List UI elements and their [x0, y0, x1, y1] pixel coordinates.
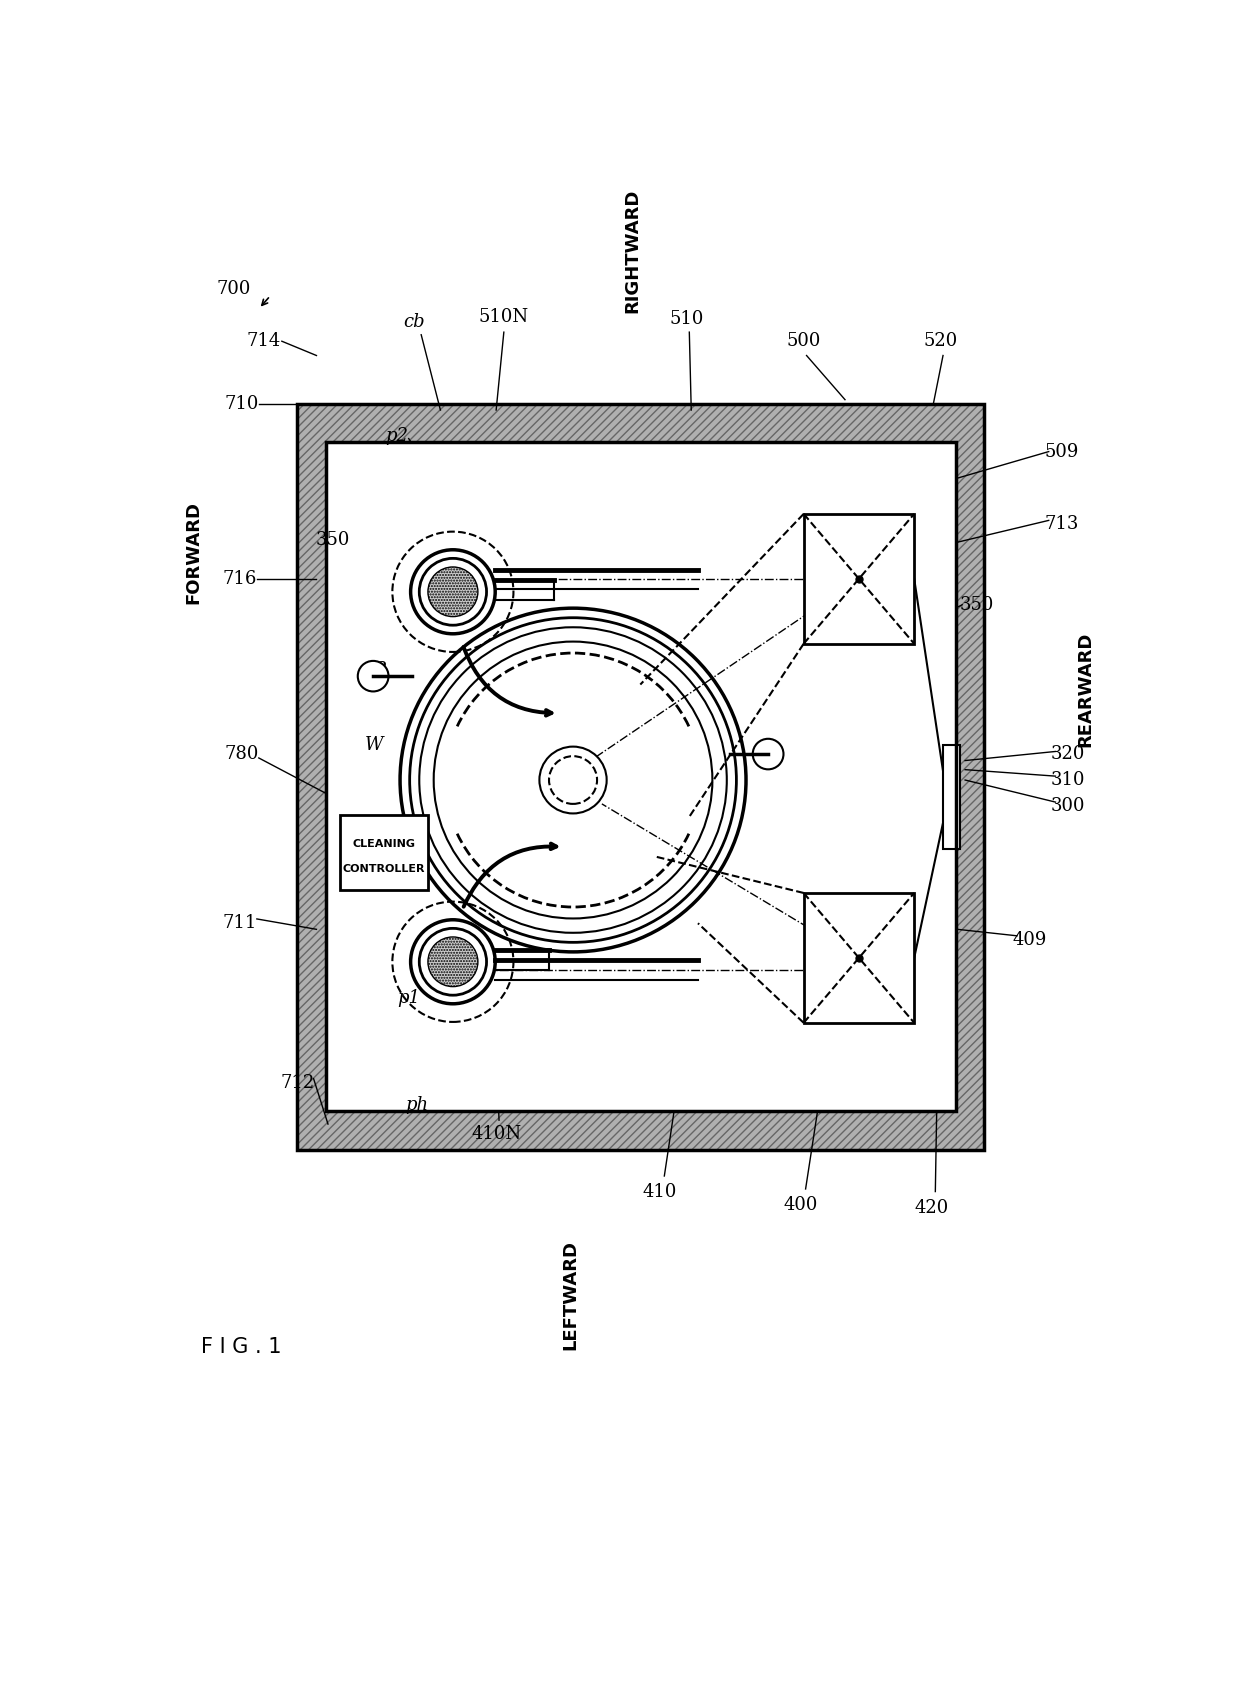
Text: p2: p2 [386, 427, 409, 445]
Text: CONTROLLER: CONTROLLER [342, 865, 425, 875]
Bar [956, 403, 985, 1150]
Circle shape [409, 617, 737, 942]
Text: CLEANING: CLEANING [352, 838, 415, 848]
Circle shape [410, 550, 495, 634]
Text: W: W [365, 737, 383, 754]
Text: cb: cb [404, 314, 425, 330]
Bar [298, 403, 326, 1150]
Text: 410: 410 [642, 1182, 677, 1200]
Bar [942, 745, 960, 848]
Circle shape [401, 609, 746, 953]
Text: p1: p1 [397, 990, 420, 1007]
Circle shape [410, 921, 495, 1003]
Text: 710: 710 [224, 395, 259, 413]
Text: RIGHTWARD: RIGHTWARD [624, 189, 641, 312]
Text: 350: 350 [582, 826, 616, 845]
Text: 409: 409 [1012, 931, 1047, 949]
Text: a2: a2 [365, 661, 387, 679]
Text: 310: 310 [1050, 771, 1085, 789]
Text: REARWARD: REARWARD [1076, 632, 1094, 747]
Circle shape [419, 929, 486, 995]
Text: 711: 711 [222, 914, 257, 932]
Circle shape [539, 747, 606, 813]
Text: 700: 700 [217, 280, 250, 298]
Bar [298, 403, 985, 1150]
Bar [326, 442, 956, 1111]
Text: 713: 713 [1044, 516, 1079, 533]
Circle shape [428, 937, 477, 986]
Circle shape [434, 642, 712, 919]
Text: LEFTWARD: LEFTWARD [562, 1241, 579, 1350]
Circle shape [419, 627, 727, 932]
Text: 350: 350 [960, 595, 993, 614]
Text: 200: 200 [513, 759, 551, 776]
Circle shape [358, 661, 388, 691]
Text: 300: 300 [1050, 797, 1085, 814]
Circle shape [753, 738, 784, 769]
Text: 320: 320 [1050, 745, 1085, 764]
Text: 410N: 410N [471, 1126, 521, 1143]
Bar [298, 1111, 985, 1150]
Circle shape [428, 566, 477, 617]
Text: ph: ph [404, 1096, 428, 1113]
Text: 509: 509 [1044, 443, 1079, 460]
Text: 712: 712 [280, 1074, 315, 1091]
Text: 714: 714 [247, 332, 280, 351]
Text: 400: 400 [784, 1195, 818, 1214]
Circle shape [419, 558, 486, 626]
Text: 350: 350 [316, 531, 350, 550]
Text: FORWARD: FORWARD [185, 501, 202, 604]
Text: a1: a1 [365, 845, 387, 863]
Circle shape [358, 850, 388, 880]
Bar [804, 514, 914, 644]
Text: F I G . 1: F I G . 1 [201, 1337, 281, 1357]
Bar [326, 442, 956, 1111]
Text: 520: 520 [923, 332, 957, 351]
Text: 500: 500 [786, 332, 821, 351]
Circle shape [549, 755, 596, 804]
Bar [298, 403, 985, 1150]
Text: 780: 780 [224, 745, 259, 764]
Text: θ 2: θ 2 [639, 634, 667, 652]
Bar [298, 403, 985, 442]
Text: 716: 716 [222, 570, 257, 588]
Text: 510: 510 [670, 310, 703, 329]
Text: 510N: 510N [479, 307, 529, 325]
Bar [804, 894, 914, 1023]
Text: θ 1: θ 1 [610, 843, 637, 860]
Bar [340, 814, 428, 890]
Text: 420: 420 [914, 1199, 949, 1217]
